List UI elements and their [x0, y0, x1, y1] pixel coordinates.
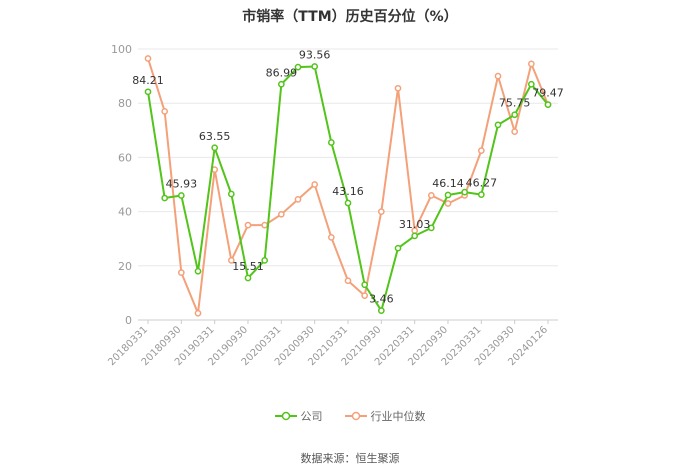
- y-tick-label: 20: [118, 260, 132, 273]
- data-label: 79.47: [532, 87, 564, 100]
- data-point-company[interactable]: [227, 190, 235, 198]
- data-point-industry-median[interactable]: [311, 181, 319, 188]
- data-point-company[interactable]: [377, 307, 385, 314]
- data-label: 84.21: [132, 74, 164, 87]
- legend-item-industry-median[interactable]: 行业中位数: [344, 408, 426, 424]
- data-point-company[interactable]: [211, 144, 219, 152]
- data-label: 93.56: [299, 48, 331, 61]
- data-point-company[interactable]: [144, 88, 152, 96]
- data-point-industry-median[interactable]: [494, 72, 502, 80]
- data-label: 46.14: [432, 177, 464, 190]
- data-point-industry-median[interactable]: [327, 233, 335, 241]
- legend-line-icon: [274, 411, 297, 421]
- data-point-company[interactable]: [311, 63, 319, 70]
- data-point-industry-median[interactable]: [444, 200, 452, 207]
- legend-label-industry-median: 行业中位数: [370, 410, 426, 423]
- legend-item-company[interactable]: 公司: [274, 408, 323, 424]
- series-layer: [144, 55, 552, 317]
- data-label: 86.99: [266, 66, 298, 79]
- data-source: 数据来源：恒生聚源: [300, 452, 400, 465]
- legend-line-icon: [344, 411, 367, 421]
- data-point-company[interactable]: [194, 267, 202, 275]
- data-point-company[interactable]: [544, 101, 552, 108]
- data-point-industry-median[interactable]: [527, 60, 535, 68]
- data-point-industry-median[interactable]: [144, 55, 152, 62]
- data-point-industry-median[interactable]: [177, 269, 185, 276]
- data-point-company[interactable]: [327, 139, 335, 146]
- data-point-company[interactable]: [444, 191, 452, 199]
- data-point-company[interactable]: [394, 244, 402, 252]
- data-point-industry-median[interactable]: [261, 221, 269, 229]
- y-tick-label: 60: [118, 151, 132, 164]
- data-label: 45.93: [166, 178, 198, 191]
- data-label: 75.75: [499, 97, 531, 110]
- data-label: 43.16: [332, 185, 364, 198]
- data-point-company[interactable]: [361, 281, 369, 289]
- data-point-company[interactable]: [477, 191, 485, 198]
- data-point-company[interactable]: [527, 80, 535, 88]
- data-point-company[interactable]: [161, 194, 169, 202]
- data-point-company[interactable]: [294, 63, 302, 71]
- data-label: 46.27: [466, 177, 498, 190]
- legend: 公司 行业中位数: [0, 408, 700, 424]
- y-tick-label: 100: [111, 43, 132, 56]
- data-point-company[interactable]: [244, 274, 252, 282]
- data-point-industry-median[interactable]: [344, 277, 352, 285]
- data-label: 63.55: [199, 130, 231, 143]
- data-point-industry-median[interactable]: [477, 147, 485, 154]
- data-point-industry-median[interactable]: [294, 196, 302, 203]
- data-point-company[interactable]: [461, 188, 469, 196]
- y-tick-label: 80: [118, 97, 132, 110]
- data-point-industry-median[interactable]: [194, 309, 202, 317]
- data-label: 15.51: [232, 260, 264, 273]
- data-point-industry-median[interactable]: [394, 84, 402, 92]
- data-point-company[interactable]: [511, 111, 519, 119]
- data-point-industry-median[interactable]: [277, 210, 285, 218]
- data-label: 3.46: [369, 293, 394, 306]
- y-tick-label: 40: [118, 206, 132, 219]
- legend-label-company: 公司: [300, 410, 323, 423]
- data-point-company[interactable]: [177, 192, 185, 199]
- data-label: 31.03: [399, 218, 431, 231]
- data-point-industry-median[interactable]: [161, 107, 169, 115]
- chart-title: 市销率（TTM）历史百分位（%）: [242, 9, 458, 25]
- data-point-company[interactable]: [344, 199, 352, 207]
- data-point-industry-median[interactable]: [377, 208, 385, 215]
- axes: 0204060801002018033120180930201903312019…: [106, 43, 550, 368]
- data-point-company[interactable]: [261, 257, 269, 264]
- data-point-industry-median[interactable]: [361, 292, 369, 299]
- data-point-industry-median[interactable]: [511, 128, 519, 136]
- data-point-company[interactable]: [494, 121, 502, 129]
- data-point-industry-median[interactable]: [244, 221, 252, 229]
- data-point-industry-median[interactable]: [427, 191, 435, 199]
- data-point-company[interactable]: [427, 224, 435, 232]
- y-tick-label: 0: [125, 314, 132, 327]
- data-point-industry-median[interactable]: [227, 257, 235, 264]
- data-point-company[interactable]: [277, 80, 285, 88]
- data-point-company[interactable]: [411, 232, 419, 240]
